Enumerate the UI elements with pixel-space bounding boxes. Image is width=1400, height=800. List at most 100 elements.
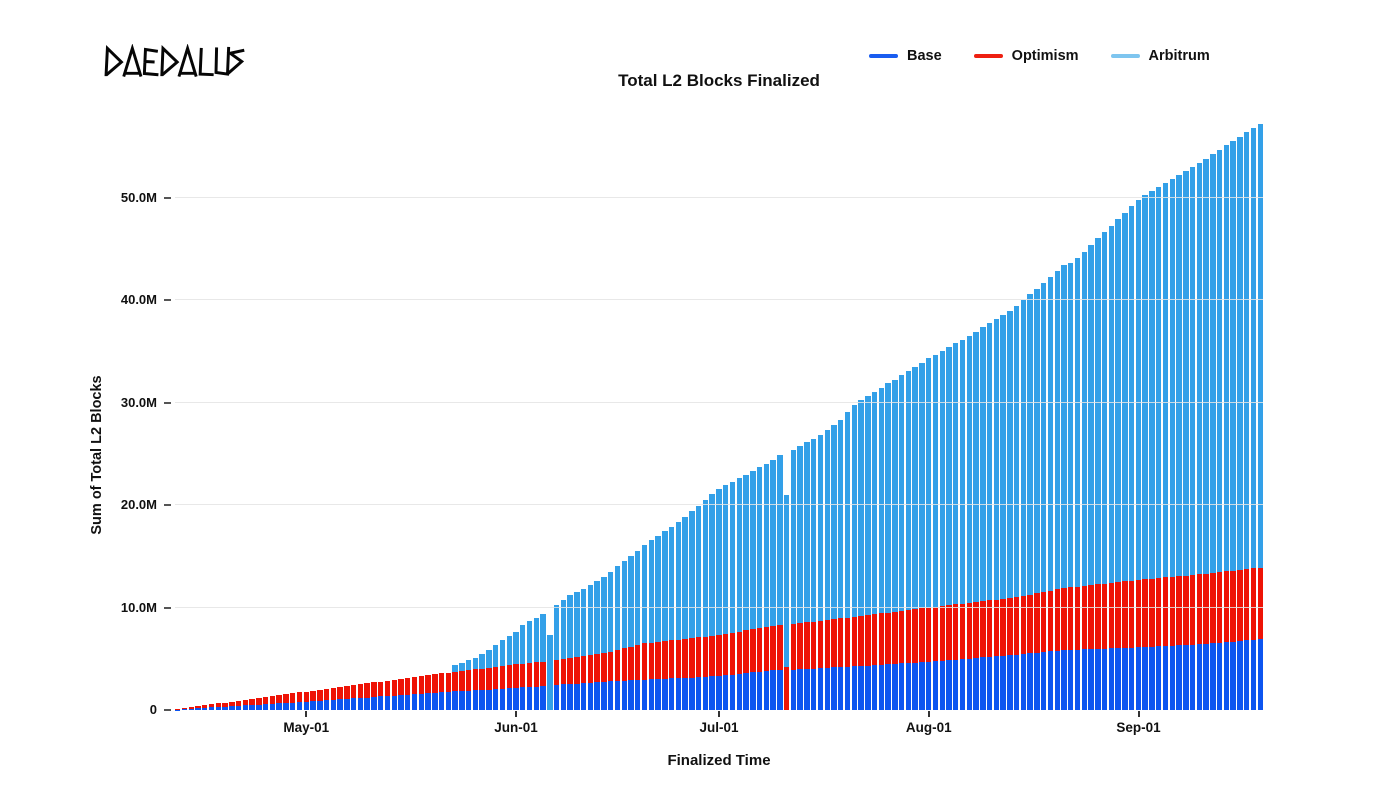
stacked-bar[interactable]	[1196, 162, 1203, 710]
stacked-bar[interactable]	[858, 400, 864, 710]
stacked-bar[interactable]	[662, 530, 668, 710]
stacked-bar[interactable]	[1108, 225, 1115, 710]
stacked-bar[interactable]	[1041, 283, 1047, 710]
stacked-bar[interactable]	[283, 694, 289, 710]
stacked-bar[interactable]	[323, 688, 330, 710]
stacked-bar[interactable]	[851, 404, 857, 710]
stacked-bar[interactable]	[195, 706, 201, 710]
stacked-bar[interactable]	[790, 449, 797, 710]
stacked-bar[interactable]	[276, 695, 282, 710]
stacked-bar[interactable]	[966, 335, 972, 710]
stacked-bar[interactable]	[181, 708, 188, 710]
stacked-bar[interactable]	[973, 331, 979, 710]
stacked-bar[interactable]	[594, 580, 600, 710]
stacked-bar[interactable]	[222, 702, 228, 710]
stacked-bar[interactable]	[655, 535, 661, 710]
stacked-bar[interactable]	[824, 430, 830, 710]
stacked-bar[interactable]	[540, 613, 546, 710]
stacked-bar[interactable]	[486, 649, 492, 710]
stacked-bar[interactable]	[567, 595, 573, 710]
stacked-bar[interactable]	[608, 571, 614, 710]
stacked-bar[interactable]	[1189, 166, 1196, 710]
stacked-bar[interactable]	[411, 676, 418, 710]
legend-item-base[interactable]: Base	[869, 48, 942, 64]
stacked-bar[interactable]	[723, 485, 729, 710]
stacked-bar[interactable]	[1068, 263, 1074, 710]
stacked-bar[interactable]	[1020, 300, 1027, 710]
stacked-bar[interactable]	[1000, 314, 1006, 710]
stacked-bar[interactable]	[398, 678, 404, 710]
stacked-bar[interactable]	[1216, 149, 1223, 710]
stacked-bar[interactable]	[614, 566, 621, 710]
stacked-bar[interactable]	[229, 701, 235, 710]
stacked-bar[interactable]	[513, 632, 519, 710]
stacked-bar[interactable]	[702, 499, 709, 710]
stacked-bar[interactable]	[810, 439, 817, 710]
stacked-bar[interactable]	[939, 350, 945, 710]
stacked-bar[interactable]	[208, 704, 215, 710]
stacked-bar[interactable]	[459, 662, 465, 710]
stacked-bar[interactable]	[750, 471, 756, 710]
stacked-bar[interactable]	[1183, 170, 1189, 710]
stacked-bar[interactable]	[1237, 136, 1243, 710]
stacked-bar[interactable]	[1176, 174, 1182, 710]
stacked-bar[interactable]	[1088, 244, 1094, 710]
stacked-bar[interactable]	[1169, 179, 1175, 710]
stacked-bar[interactable]	[425, 675, 431, 710]
stacked-bar[interactable]	[492, 645, 499, 710]
stacked-bar[interactable]	[303, 691, 309, 710]
stacked-bar[interactable]	[878, 387, 885, 710]
stacked-bar[interactable]	[925, 358, 932, 710]
stacked-bar[interactable]	[344, 686, 350, 710]
stacked-bar[interactable]	[1027, 294, 1033, 710]
stacked-bar[interactable]	[1095, 238, 1101, 710]
stacked-bar[interactable]	[898, 375, 905, 710]
stacked-bar[interactable]	[269, 696, 276, 710]
stacked-bar[interactable]	[580, 588, 587, 710]
stacked-bar[interactable]	[668, 526, 675, 710]
stacked-bar[interactable]	[831, 424, 837, 710]
stacked-bar[interactable]	[310, 690, 316, 710]
stacked-bar[interactable]	[1257, 123, 1263, 710]
stacked-bar[interactable]	[547, 635, 553, 710]
stacked-bar[interactable]	[438, 673, 445, 710]
stacked-bar[interactable]	[695, 505, 702, 710]
stacked-bar[interactable]	[296, 692, 303, 710]
stacked-bar[interactable]	[783, 494, 790, 710]
stacked-bar[interactable]	[1223, 145, 1230, 710]
stacked-bar[interactable]	[912, 366, 918, 710]
stacked-bar[interactable]	[1074, 258, 1081, 710]
stacked-bar[interactable]	[1142, 195, 1148, 710]
stacked-bar[interactable]	[959, 339, 966, 710]
stacked-bar[interactable]	[709, 494, 715, 710]
stacked-bar[interactable]	[526, 620, 533, 710]
stacked-bar[interactable]	[980, 327, 986, 710]
stacked-bar[interactable]	[919, 362, 925, 710]
stacked-bar[interactable]	[1122, 212, 1128, 710]
stacked-bar[interactable]	[465, 659, 472, 710]
stacked-bar[interactable]	[763, 464, 770, 710]
stacked-bar[interactable]	[445, 672, 452, 710]
stacked-bar[interactable]	[1047, 277, 1054, 710]
stacked-bar[interactable]	[215, 703, 222, 710]
stacked-bar[interactable]	[290, 693, 296, 710]
stacked-bar[interactable]	[1007, 310, 1013, 710]
stacked-bar[interactable]	[682, 516, 688, 710]
stacked-bar[interactable]	[235, 700, 242, 710]
stacked-bar[interactable]	[317, 689, 323, 710]
stacked-bar[interactable]	[716, 488, 722, 710]
stacked-bar[interactable]	[452, 665, 458, 710]
stacked-bar[interactable]	[371, 682, 377, 710]
stacked-bar[interactable]	[986, 323, 993, 710]
stacked-bar[interactable]	[946, 347, 952, 710]
stacked-bar[interactable]	[743, 475, 749, 710]
stacked-bar[interactable]	[479, 653, 485, 710]
stacked-bar[interactable]	[675, 522, 682, 710]
stacked-bar[interactable]	[1061, 265, 1067, 710]
stacked-bar[interactable]	[1128, 206, 1135, 710]
stacked-bar[interactable]	[405, 677, 411, 710]
stacked-bar[interactable]	[330, 687, 337, 710]
stacked-bar[interactable]	[1210, 154, 1216, 710]
stacked-bar[interactable]	[1230, 141, 1236, 710]
legend-item-optimism[interactable]: Optimism	[973, 48, 1079, 64]
